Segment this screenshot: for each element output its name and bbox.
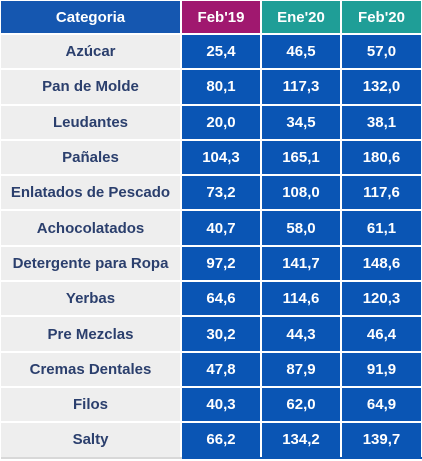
value-feb20: 57,0 (341, 34, 422, 71)
value-ene20: 165,1 (261, 139, 342, 177)
table-row: Achocolatados 40,7 58,0 61,1 (1, 210, 422, 247)
row-name: Cremas Dentales (1, 351, 182, 388)
value-feb19: 66,2 (181, 422, 262, 459)
value-feb19: 80,1 (181, 69, 262, 106)
value-ene20: 117,3 (261, 69, 342, 106)
value-feb20: 120,3 (341, 281, 422, 318)
table-row: Azúcar 25,4 46,5 57,0 (1, 34, 422, 71)
header-row: Categoria Feb'19 Ene'20 Feb'20 (1, 1, 422, 35)
value-feb20: 180,6 (341, 139, 422, 177)
row-name: Yerbas (1, 281, 182, 318)
row-name: Salty (1, 422, 182, 459)
value-feb19: 73,2 (181, 175, 262, 212)
row-name: Achocolatados (1, 210, 182, 247)
table-row: Cremas Dentales 47,8 87,9 91,9 (1, 351, 422, 388)
value-feb19: 47,8 (181, 351, 262, 388)
header-ene20: Ene'20 (261, 1, 342, 35)
value-ene20: 58,0 (261, 210, 342, 247)
row-name: Detergente para Ropa (1, 245, 182, 283)
value-feb19: 30,2 (181, 316, 262, 353)
header-feb19: Feb'19 (181, 1, 262, 35)
value-feb20: 64,9 (341, 386, 422, 424)
value-ene20: 108,0 (261, 175, 342, 212)
table-row: Salty 66,2 134,2 139,7 (1, 422, 422, 459)
row-name: Pre Mezclas (1, 316, 182, 353)
table-row: Enlatados de Pescado 73,2 108,0 117,6 (1, 175, 422, 212)
header-feb20: Feb'20 (341, 1, 422, 35)
row-name: Filos (1, 386, 182, 424)
table-row: Yerbas 64,6 114,6 120,3 (1, 281, 422, 318)
value-feb19: 104,3 (181, 139, 262, 177)
value-ene20: 46,5 (261, 34, 342, 71)
table-row: Pan de Molde 80,1 117,3 132,0 (1, 69, 422, 106)
table-row: Filos 40,3 62,0 64,9 (1, 386, 422, 424)
value-feb20: 91,9 (341, 351, 422, 388)
value-ene20: 114,6 (261, 281, 342, 318)
value-feb20: 148,6 (341, 245, 422, 283)
value-feb20: 38,1 (341, 104, 422, 141)
value-ene20: 134,2 (261, 422, 342, 459)
value-feb19: 25,4 (181, 34, 262, 71)
table-row: Leudantes 20,0 34,5 38,1 (1, 104, 422, 141)
value-feb20: 132,0 (341, 69, 422, 106)
row-name: Pan de Molde (1, 69, 182, 106)
value-ene20: 34,5 (261, 104, 342, 141)
value-feb20: 139,7 (341, 422, 422, 459)
value-ene20: 87,9 (261, 351, 342, 388)
table-row: Pañales 104,3 165,1 180,6 (1, 139, 422, 177)
value-feb20: 61,1 (341, 210, 422, 247)
value-feb19: 64,6 (181, 281, 262, 318)
header-categoria: Categoria (1, 1, 182, 35)
row-name: Leudantes (1, 104, 182, 141)
row-name: Azúcar (1, 34, 182, 71)
value-feb19: 97,2 (181, 245, 262, 283)
value-feb19: 40,7 (181, 210, 262, 247)
value-feb20: 117,6 (341, 175, 422, 212)
value-ene20: 62,0 (261, 386, 342, 424)
table-row: Detergente para Ropa 97,2 141,7 148,6 (1, 245, 422, 283)
value-ene20: 141,7 (261, 245, 342, 283)
row-name: Enlatados de Pescado (1, 175, 182, 212)
value-ene20: 44,3 (261, 316, 342, 353)
value-feb19: 40,3 (181, 386, 262, 424)
row-name: Pañales (1, 139, 182, 177)
table-row: Pre Mezclas 30,2 44,3 46,4 (1, 316, 422, 353)
value-feb20: 46,4 (341, 316, 422, 353)
value-feb19: 20,0 (181, 104, 262, 141)
